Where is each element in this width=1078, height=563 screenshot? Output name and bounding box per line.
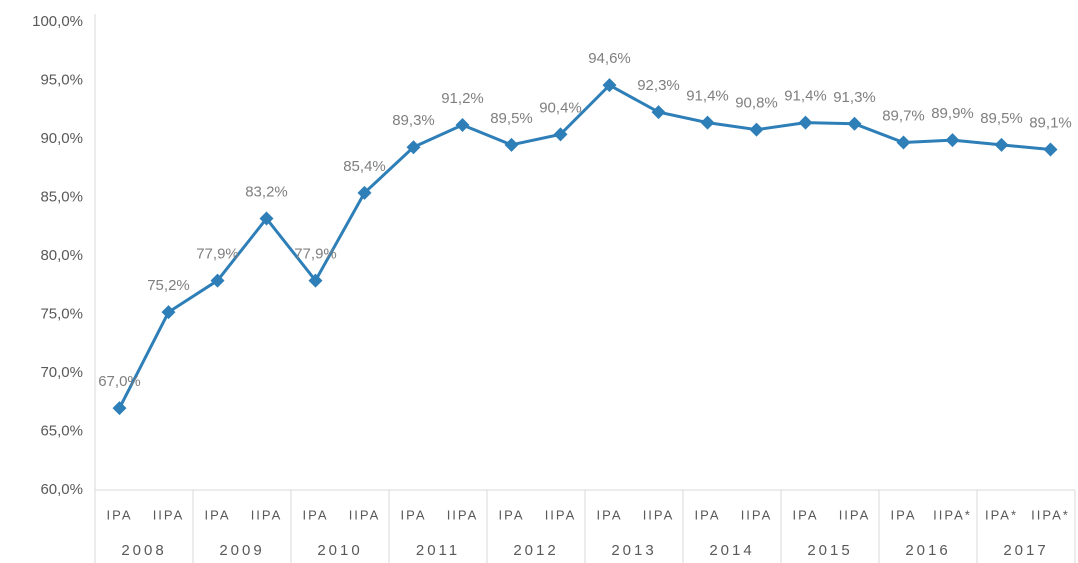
y-tick-label: 75,0% <box>40 305 83 322</box>
marker <box>651 105 666 120</box>
group-label: 2009 <box>219 542 264 559</box>
marker <box>455 117 470 132</box>
x-tick-label: IIPA <box>251 507 283 522</box>
value-label: 89,9% <box>931 105 974 122</box>
x-tick-label: IIPA <box>545 507 577 522</box>
value-label: 89,5% <box>490 110 533 127</box>
marker <box>504 137 519 152</box>
y-tick-label: 95,0% <box>40 71 83 88</box>
value-label: 89,7% <box>882 107 925 124</box>
series-line <box>118 83 1051 409</box>
y-tick-label: 90,0% <box>40 130 83 147</box>
value-label: 91,4% <box>784 88 827 105</box>
value-label: 90,8% <box>735 95 778 112</box>
marker <box>259 211 274 226</box>
y-tick-label: 65,0% <box>40 422 83 439</box>
value-label: 94,6% <box>588 50 631 67</box>
value-label: 90,4% <box>539 99 582 116</box>
x-tick-label: IIPA <box>349 507 381 522</box>
marker <box>357 185 372 200</box>
marker <box>308 273 323 288</box>
x-tick-label: IIPA* <box>933 507 972 522</box>
marker <box>749 122 764 137</box>
marker <box>602 78 617 93</box>
x-tick-label: IIPA <box>447 507 479 522</box>
group-label: 2013 <box>611 542 656 559</box>
value-label: 92,3% <box>637 77 680 94</box>
marker <box>112 401 127 416</box>
x-tick-label: IIPA <box>741 507 773 522</box>
y-tick-label: 85,0% <box>40 188 83 205</box>
x-tick-label: IPA <box>891 507 917 522</box>
marker <box>847 116 862 131</box>
x-tick-label: IPA <box>205 507 231 522</box>
x-tick-label: IPA <box>107 507 133 522</box>
x-tick-label: IPA <box>793 507 819 522</box>
x-tick-label: IPA* <box>985 507 1018 522</box>
group-label: 2015 <box>807 542 852 559</box>
marker <box>945 133 960 148</box>
value-label: 77,9% <box>196 246 239 263</box>
value-label: 89,1% <box>1029 114 1072 131</box>
value-label: 89,5% <box>980 110 1023 127</box>
y-tick-label: 80,0% <box>40 247 83 264</box>
x-tick-label: IIPA <box>643 507 675 522</box>
value-label: 85,4% <box>343 158 386 175</box>
x-tick-label: IPA <box>401 507 427 522</box>
x-tick-label: IPA <box>499 507 525 522</box>
marker <box>161 305 176 320</box>
marker <box>896 135 911 150</box>
value-label: 89,3% <box>392 112 435 129</box>
y-tick-label: 100,0% <box>32 13 83 30</box>
group-label: 2017 <box>1003 542 1048 559</box>
marker <box>553 127 568 142</box>
value-label: 91,4% <box>686 88 729 105</box>
group-label: 2012 <box>513 542 558 559</box>
marker <box>210 273 225 288</box>
value-label: 67,0% <box>98 373 141 390</box>
value-label: 91,2% <box>441 90 484 107</box>
marker <box>1043 142 1058 157</box>
group-label: 2011 <box>416 542 460 559</box>
y-tick-label: 70,0% <box>40 364 83 381</box>
y-tick-label: 60,0% <box>40 481 83 498</box>
group-label: 2014 <box>709 542 754 559</box>
value-label: 75,2% <box>147 277 190 294</box>
x-tick-label: IIPA* <box>1031 507 1070 522</box>
value-label: 91,3% <box>833 89 876 106</box>
marker <box>994 137 1009 152</box>
x-tick-label: IIPA <box>839 507 871 522</box>
group-label: 2008 <box>121 542 166 559</box>
marker <box>700 115 715 130</box>
x-tick-label: IPA <box>695 507 721 522</box>
value-label: 83,2% <box>245 184 288 201</box>
x-tick-label: IIPA <box>153 507 185 522</box>
marker <box>406 140 421 155</box>
marker <box>798 115 813 130</box>
x-tick-label: IPA <box>303 507 329 522</box>
x-tick-label: IPA <box>597 507 623 522</box>
group-label: 2016 <box>905 542 950 559</box>
group-label: 2010 <box>317 542 362 559</box>
value-label: 77,9% <box>294 246 337 263</box>
